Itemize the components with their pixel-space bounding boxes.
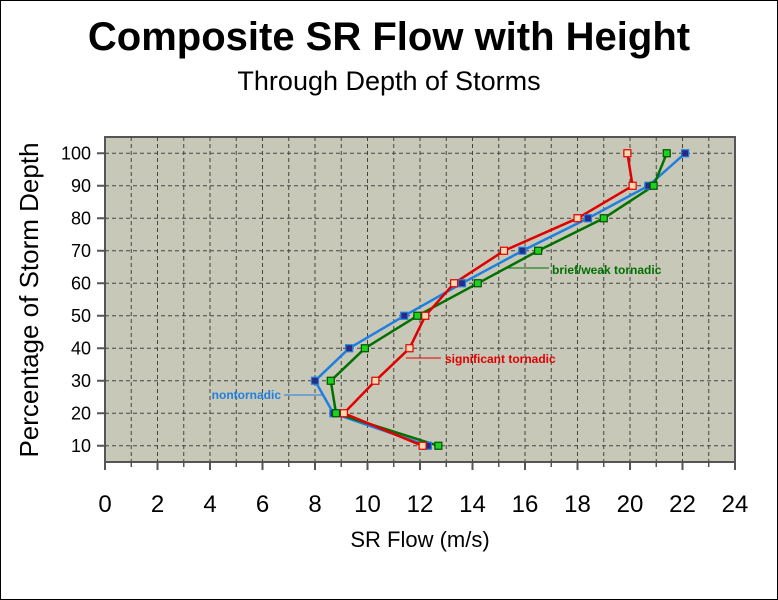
annotation-label: brief/weak tornadic <box>552 263 662 277</box>
data-point <box>583 214 593 223</box>
x-tick-label: 0 <box>98 491 111 518</box>
data-point <box>599 214 608 223</box>
data-point <box>623 149 632 158</box>
data-point <box>310 376 320 385</box>
y-tick-label: 70 <box>71 241 91 261</box>
data-point <box>628 181 637 190</box>
y-tick-label: 100 <box>61 143 91 163</box>
y-tick-label: 80 <box>71 208 91 228</box>
x-tick-label: 14 <box>459 491 486 518</box>
y-tick-label: 60 <box>71 273 91 293</box>
data-point <box>681 149 690 158</box>
grid-lines <box>105 137 735 462</box>
chart-title: Composite SR Flow with Height <box>88 15 690 59</box>
y-tick-label: 10 <box>71 436 91 456</box>
series-points <box>310 149 690 450</box>
data-point <box>339 409 348 418</box>
annotation-label: nontornadic <box>212 388 282 402</box>
y-tick-label: 50 <box>71 306 91 326</box>
x-tick-label: 18 <box>564 491 591 518</box>
data-point <box>345 344 354 353</box>
data-point <box>534 246 543 255</box>
x-tick-label: 22 <box>669 491 696 518</box>
x-tick-label: 4 <box>203 491 216 518</box>
series-line-significant-tornadic <box>342 153 634 447</box>
data-point <box>326 376 335 385</box>
data-point <box>662 149 671 158</box>
data-point <box>499 246 509 255</box>
x-tick-label: 10 <box>354 491 381 518</box>
y-tick-label: 30 <box>71 371 91 391</box>
data-point <box>360 344 369 353</box>
y-tick-labels: 10 20 30 40 50 60 70 80 90 100 <box>61 143 91 456</box>
series-line-brief-weak-tornadic <box>329 152 668 447</box>
x-tick-label: 6 <box>256 491 269 518</box>
x-axis-label: SR Flow (m/s) <box>350 527 489 552</box>
series-annotations: brief/weak tornadic significant tornadic n… <box>212 263 662 402</box>
data-point <box>418 441 427 450</box>
y-tick-label: 20 <box>71 403 91 423</box>
x-tick-label: 2 <box>151 491 164 518</box>
x-tick-label: 24 <box>722 491 749 518</box>
x-tick-labels: 0 2 4 6 8 10 12 14 16 18 20 22 24 <box>98 491 748 518</box>
annotation-label: significant tornadic <box>445 352 556 366</box>
y-axis-label: Percentage of Storm Depth <box>14 142 44 457</box>
series-line-nontornadic <box>313 152 686 447</box>
x-tick-label: 16 <box>512 491 539 518</box>
data-point <box>473 279 482 288</box>
data-point <box>649 181 658 190</box>
x-tick-label: 12 <box>407 491 434 518</box>
x-tick-label: 20 <box>617 491 644 518</box>
data-point <box>413 311 422 320</box>
y-tick-label: 40 <box>71 338 91 358</box>
y-tick-label: 90 <box>71 176 91 196</box>
data-point <box>457 279 467 288</box>
chart-subtitle: Through Depth of Storms <box>237 66 540 96</box>
data-point <box>400 311 409 320</box>
data-point <box>371 376 380 385</box>
x-tick-label: 8 <box>308 491 321 518</box>
data-point <box>518 246 527 255</box>
data-point <box>450 279 459 288</box>
data-point <box>405 344 414 353</box>
data-point <box>421 311 430 320</box>
axis-ticks <box>97 152 736 470</box>
data-point <box>434 441 443 450</box>
data-point <box>573 214 582 223</box>
data-point <box>331 409 341 418</box>
series-lines <box>313 152 686 447</box>
